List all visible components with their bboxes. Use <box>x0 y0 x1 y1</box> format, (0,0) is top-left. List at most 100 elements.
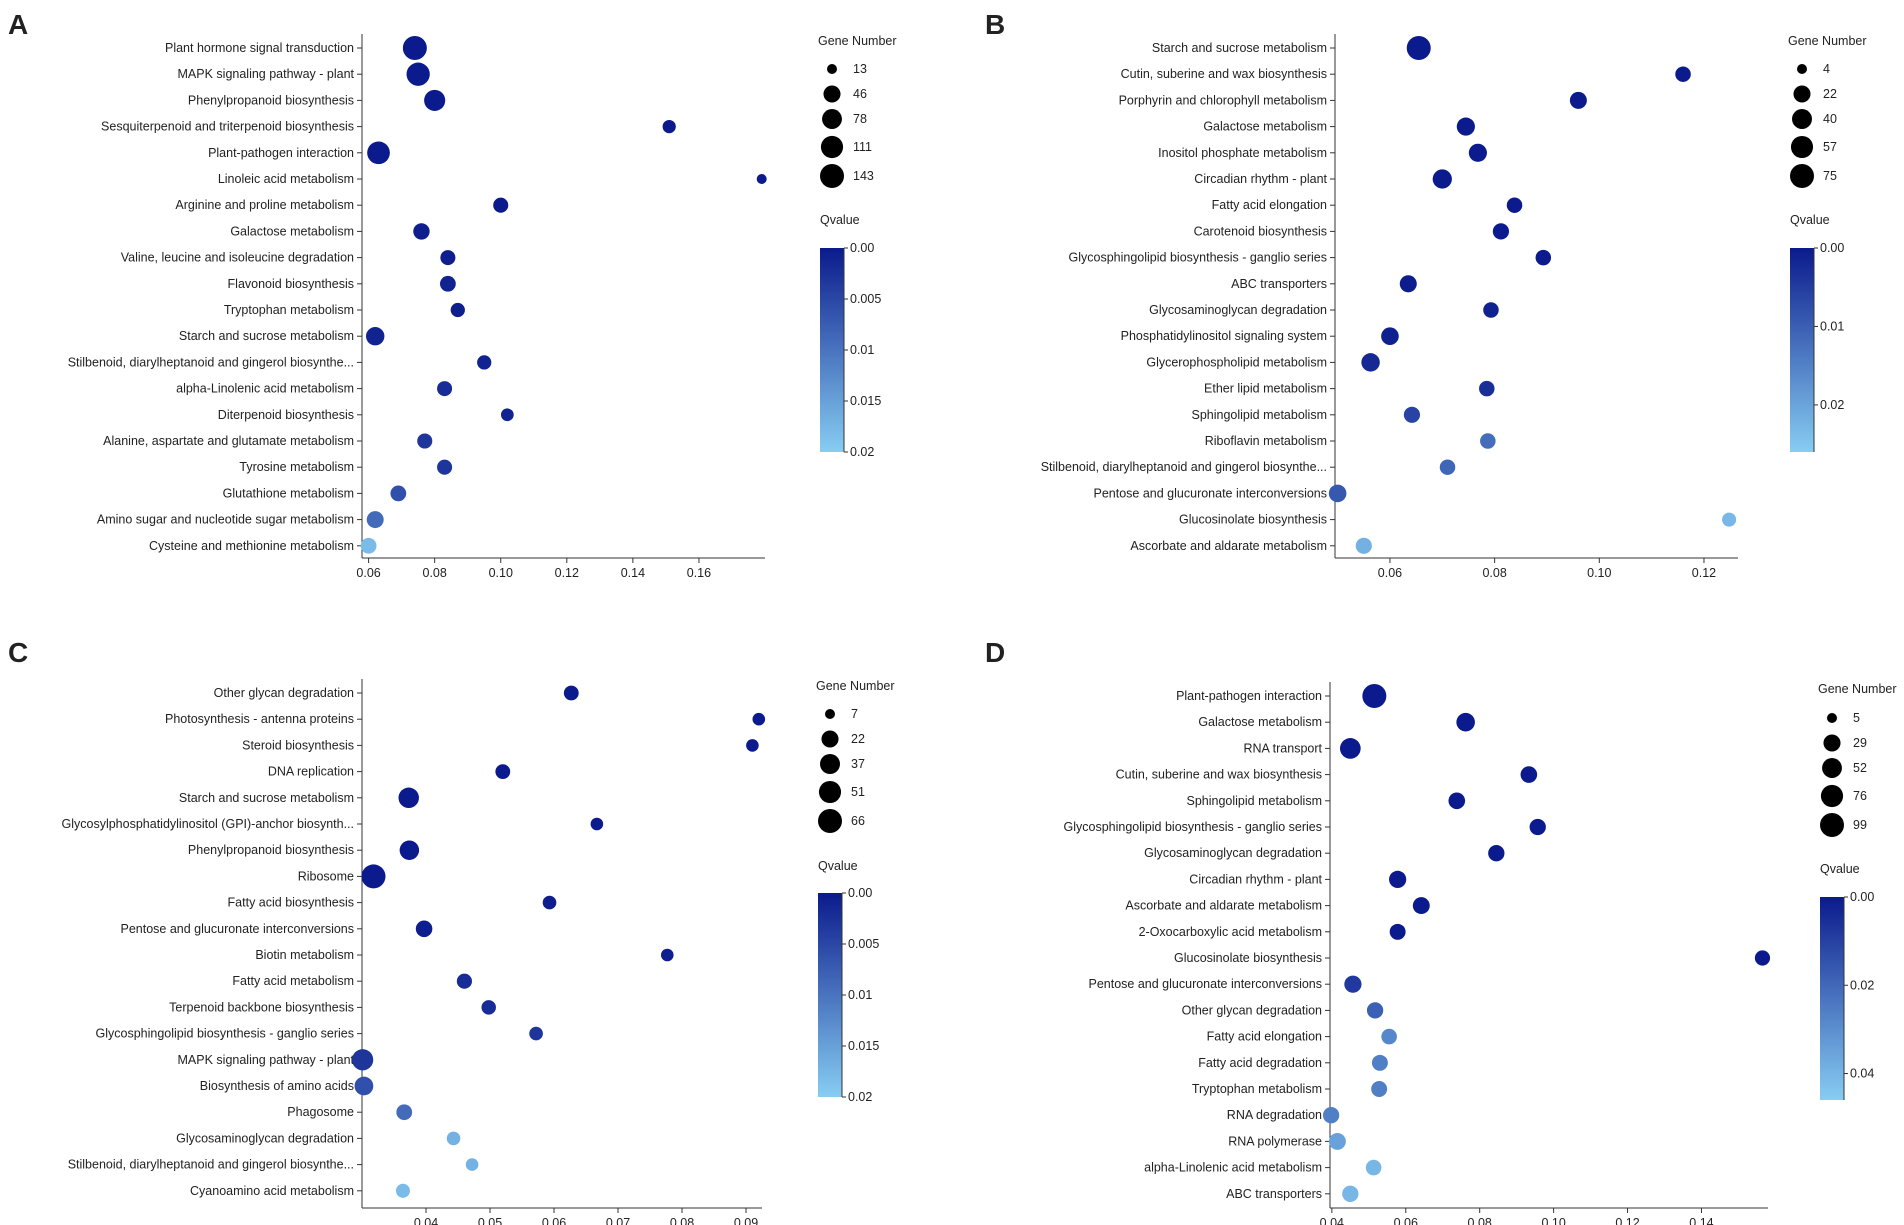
panel-a: A Plant hormone signal transduction MAPK s… <box>8 9 897 580</box>
size-legend-label: 7 <box>851 707 858 721</box>
y-tick-label: Plant-pathogen interaction <box>1176 689 1322 703</box>
y-tick-label: Phosphatidylinositol signaling system <box>1121 329 1327 343</box>
y-tick-label: Sphingolipid metabolism <box>1192 408 1328 422</box>
y-tick-label: RNA polymerase <box>1228 1134 1322 1148</box>
x-tick-label: 0.10 <box>1587 566 1611 580</box>
size-legend-dot <box>818 780 842 804</box>
x-tick-label: 0.10 <box>489 566 513 580</box>
data-point <box>1381 1028 1397 1045</box>
y-tick-label: Pentose and glucuronate interconversions <box>121 922 354 936</box>
data-point <box>1412 897 1430 915</box>
data-point <box>1366 1002 1384 1019</box>
data-point <box>493 197 509 213</box>
data-point <box>756 174 767 184</box>
size-legend-dot <box>1827 713 1837 723</box>
color-legend-label: 0.02 <box>850 445 874 459</box>
y-tick-label: Sphingolipid metabolism <box>1187 794 1323 808</box>
color-legend-title: Qvalue <box>1790 213 1830 227</box>
data-point <box>440 250 456 266</box>
x-tick-label: 0.04 <box>414 1216 438 1225</box>
size-legend-dot <box>822 109 842 129</box>
y-tick-label: Pentose and glucuronate interconversions <box>1089 977 1322 991</box>
size-legend-label: 51 <box>851 785 865 799</box>
data-point <box>1365 1159 1382 1176</box>
y-tick-label: MAPK signaling pathway - plant <box>178 67 355 81</box>
size-legend-label: 78 <box>853 112 867 126</box>
x-tick-label: 0.06 <box>542 1216 566 1225</box>
y-tick-label: Tyrosine metabolism <box>239 460 354 474</box>
data-point <box>450 302 465 318</box>
size-legend-dot <box>1822 758 1842 778</box>
y-tick-label: Starch and sucrose metabolism <box>1152 41 1327 55</box>
color-legend-bar <box>818 893 842 1097</box>
y-tick-label: Glycosphingolipid biosynthesis - ganglio… <box>1069 251 1327 265</box>
y-tick-label: Other glycan degradation <box>1182 1003 1322 1017</box>
data-point <box>399 840 420 860</box>
data-point <box>396 1104 413 1121</box>
data-point <box>1535 249 1552 266</box>
size-legend-dot <box>1790 164 1814 188</box>
y-tick-label: Ascorbate and aldarate metabolism <box>1130 539 1327 553</box>
x-tick-label: 0.09 <box>734 1216 758 1225</box>
x-tick-label: 0.08 <box>1468 1216 1492 1225</box>
x-tick-label: 0.08 <box>423 566 447 580</box>
data-point <box>563 685 579 701</box>
size-legend-label: 37 <box>851 757 865 771</box>
data-point <box>1399 275 1417 293</box>
data-point <box>424 89 446 111</box>
y-tick-label: Phenylpropanoid biosynthesis <box>188 843 354 857</box>
color-legend-label: 0.01 <box>850 343 874 357</box>
size-legend-label: 22 <box>1823 87 1837 101</box>
panel-label: A <box>8 9 28 40</box>
size-legend-dot <box>823 85 841 103</box>
color-legend-label: 0.015 <box>850 394 881 408</box>
data-point <box>1342 1185 1359 1202</box>
data-point <box>465 1158 479 1171</box>
y-tick-label: Tryptophan metabolism <box>1192 1082 1322 1096</box>
size-legend-dot <box>818 809 842 833</box>
data-point <box>406 62 430 86</box>
size-legend-title: Gene Number <box>816 679 895 693</box>
y-tick-label: Riboflavin metabolism <box>1205 434 1327 448</box>
data-point <box>360 537 377 554</box>
y-tick-label: Photosynthesis - antenna proteins <box>165 712 354 726</box>
data-point <box>354 1076 374 1096</box>
y-tick-label: Other glycan degradation <box>214 686 354 700</box>
y-tick-label: Fatty acid degradation <box>1198 1056 1322 1070</box>
data-point <box>413 223 430 240</box>
size-legend-label: 46 <box>853 87 867 101</box>
data-point <box>1355 537 1372 554</box>
y-tick-label: Valine, leucine and isoleucine degradati… <box>121 251 354 265</box>
data-point <box>1344 975 1362 993</box>
data-point <box>500 408 514 422</box>
panel-label: B <box>985 9 1005 40</box>
size-legend-dot <box>1797 64 1807 74</box>
x-tick-label: 0.08 <box>1482 566 1506 580</box>
data-point <box>1328 1132 1346 1150</box>
y-tick-label: Pentose and glucuronate interconversions <box>1094 486 1327 500</box>
x-tick-label: 0.07 <box>606 1216 630 1225</box>
y-tick-label: alpha-Linolenic acid metabolism <box>176 382 354 396</box>
y-tick-label: 2-Oxocarboxylic acid metabolism <box>1139 925 1322 939</box>
data-point <box>1389 870 1407 889</box>
data-point <box>660 948 674 962</box>
panel-label: C <box>8 637 28 668</box>
data-point <box>1483 302 1499 318</box>
size-legend-dot <box>825 709 835 719</box>
data-point <box>1439 459 1456 475</box>
y-tick-label: Fatty acid biosynthesis <box>228 896 354 910</box>
y-tick-label: Fatty acid elongation <box>1212 198 1327 212</box>
size-legend-label: 4 <box>1823 62 1830 76</box>
size-legend-label: 52 <box>1853 761 1867 775</box>
y-tick-label: Inositol phosphate metabolism <box>1158 146 1327 160</box>
size-legend-dot <box>820 135 844 159</box>
data-point <box>542 895 557 910</box>
size-legend-label: 40 <box>1823 112 1837 126</box>
color-legend-label: 0.00 <box>848 886 872 900</box>
size-legend-dot <box>820 754 840 774</box>
y-tick-label: Stilbenoid, diarylheptanoid and gingerol… <box>68 1158 354 1172</box>
size-legend-dot <box>1790 135 1814 159</box>
color-legend-label: 0.00 <box>1820 241 1844 255</box>
data-point <box>1322 1107 1340 1124</box>
